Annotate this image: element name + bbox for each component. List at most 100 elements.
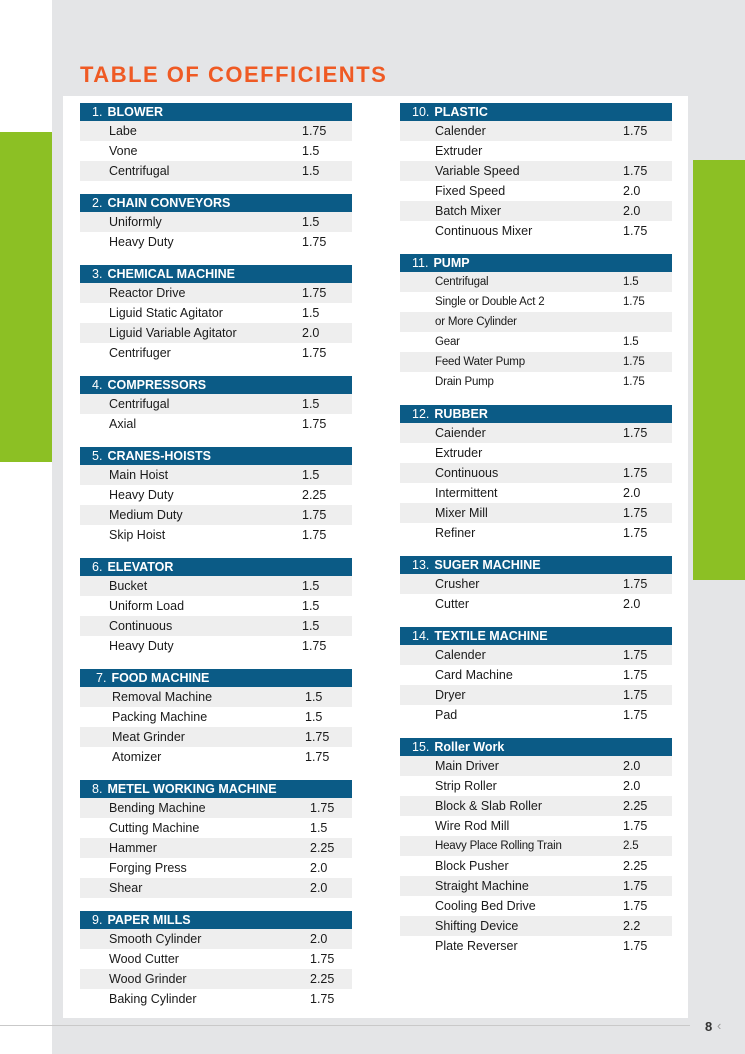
section-title: RUBBER <box>434 407 488 421</box>
table-row: Labe 1.75 <box>80 121 352 141</box>
table-row: Vone 1.5 <box>80 141 352 161</box>
item-coefficient: 2.25 <box>310 841 335 855</box>
item-coefficient: 1.75 <box>305 730 330 744</box>
table-row: Cooling Bed Drive 1.75 <box>400 896 672 916</box>
table-row: Bending Machine 1.75 <box>80 798 352 818</box>
section-number: 13. <box>412 558 430 572</box>
section-title: FOOD MACHINE <box>111 671 210 685</box>
item-label: Cutter <box>435 597 470 611</box>
item-coefficient: 1.75 <box>623 296 645 308</box>
section-number: 1. <box>92 105 103 119</box>
section-number: 3. <box>92 267 103 281</box>
table-row: Medium Duty 1.75 <box>80 505 352 525</box>
page-number: 8 <box>705 1019 713 1034</box>
section-food-machine: 7. FOOD MACHINE Removal Machine 1.5 Packing … <box>80 669 352 767</box>
item-label: or More Cylinder <box>435 316 517 328</box>
item-label: Plate Reverser <box>435 939 518 953</box>
table-row: Liguid Static Agitator 1.5 <box>80 303 352 323</box>
section-title: Roller Work <box>434 740 505 754</box>
table-row: Uniform Load 1.5 <box>80 596 352 616</box>
table-row: Dryer 1.75 <box>400 685 672 705</box>
item-label: Drain Pump <box>435 376 494 388</box>
table-row: Wire Rod Mill 1.75 <box>400 816 672 836</box>
item-coefficient: 1.75 <box>302 235 327 249</box>
item-label: Heavy Place Rolling Train <box>435 840 562 852</box>
item-coefficient: 1.75 <box>623 356 645 368</box>
section-header: 14. TEXTILE MACHINE <box>400 627 672 645</box>
table-row: Extruder <box>400 443 672 463</box>
section-title: PUMP <box>433 256 470 270</box>
section-pump: 11. PUMP Centrifugal 1.5 Single or Double Ac… <box>400 254 672 392</box>
item-label: Pad <box>435 708 458 722</box>
table-row: Shear 2.0 <box>80 878 352 898</box>
green-accent-right <box>693 160 745 580</box>
item-label: Forging Press <box>109 861 187 875</box>
table-row: Smooth Cylinder 2.0 <box>80 929 352 949</box>
table-row: Calender 1.75 <box>400 645 672 665</box>
section-rubber: 12. RUBBER Caiender 1.75 Extruder Continuous 1… <box>400 405 672 543</box>
item-label: Batch Mixer <box>435 204 501 218</box>
item-label: Centrifugal <box>109 397 170 411</box>
section-header: 1. BLOWER <box>80 103 352 121</box>
item-coefficient: 1.75 <box>623 648 648 662</box>
item-label: Reactor Drive <box>109 286 186 300</box>
section-title: SUGER MACHINE <box>434 558 541 572</box>
item-label: Heavy Duty <box>109 235 174 249</box>
table-row: Strip Roller 2.0 <box>400 776 672 796</box>
item-coefficient: 1.75 <box>305 750 330 764</box>
table-row: Block & Slab Roller 2.25 <box>400 796 672 816</box>
item-label: Calender <box>435 124 486 138</box>
section-number: 10. <box>412 105 430 119</box>
item-label: Axial <box>109 417 137 431</box>
item-label: Fixed Speed <box>435 184 506 198</box>
item-label: Removal Machine <box>112 690 213 704</box>
item-coefficient: 2.0 <box>302 326 320 340</box>
item-label: Caiender <box>435 426 486 440</box>
table-row: Main Driver 2.0 <box>400 756 672 776</box>
table-row: Cutting Machine 1.5 <box>80 818 352 838</box>
item-label: Extruder <box>435 446 483 460</box>
item-coefficient: 2.25 <box>623 859 648 873</box>
item-coefficient: 1.75 <box>302 124 327 138</box>
item-coefficient: 1.5 <box>302 215 320 229</box>
item-coefficient: 1.75 <box>623 819 648 833</box>
table-row: Cutter 2.0 <box>400 594 672 614</box>
item-coefficient: 2.25 <box>623 799 648 813</box>
item-coefficient: 2.0 <box>623 184 641 198</box>
item-label: Centrifuger <box>109 346 171 360</box>
table-row: Bucket 1.5 <box>80 576 352 596</box>
item-label: Centrifugal <box>109 164 170 178</box>
table-row: Heavy Duty 2.25 <box>80 485 352 505</box>
section-cranes-hoists: 5. CRANES-HOISTS Main Hoist 1.5 Heavy Duty 2.… <box>80 447 352 545</box>
table-row: Packing Machine 1.5 <box>80 707 352 727</box>
section-blower: 1. BLOWER Labe 1.75 Vone 1.5 Centrifugal 1.5 <box>80 103 352 181</box>
section-number: 11. <box>412 256 429 270</box>
footer-divider <box>0 1025 690 1026</box>
item-coefficient: 1.75 <box>302 508 327 522</box>
green-accent-left <box>0 132 52 462</box>
table-row: Fixed Speed 2.0 <box>400 181 672 201</box>
item-coefficient: 1.75 <box>623 526 648 540</box>
section-title: METEL WORKING MACHINE <box>107 782 277 796</box>
section-title: ELEVATOR <box>107 560 174 574</box>
item-coefficient: 2.0 <box>310 861 328 875</box>
table-row: Mixer Mill 1.75 <box>400 503 672 523</box>
item-label: Continuous <box>109 619 173 633</box>
item-label: Intermittent <box>435 486 498 500</box>
table-row: Heavy Duty 1.75 <box>80 636 352 656</box>
table-row: Atomizer 1.75 <box>80 747 352 767</box>
item-coefficient: 1.75 <box>302 346 327 360</box>
section-title: CRANES-HOISTS <box>107 449 211 463</box>
item-label: Liguid Static Agitator <box>109 306 223 320</box>
item-coefficient: 1.5 <box>302 144 320 158</box>
section-number: 15. <box>412 740 430 754</box>
table-row: Wood Grinder 2.25 <box>80 969 352 989</box>
item-coefficient: 1.75 <box>623 879 648 893</box>
item-label: Straight Machine <box>435 879 529 893</box>
item-label: Dryer <box>435 688 466 702</box>
item-coefficient: 1.75 <box>623 224 648 238</box>
item-coefficient: 2.25 <box>310 972 335 986</box>
item-label: Labe <box>109 124 137 138</box>
item-coefficient: 1.75 <box>302 528 327 542</box>
chevron-left-icon: ‹ <box>717 1018 722 1033</box>
